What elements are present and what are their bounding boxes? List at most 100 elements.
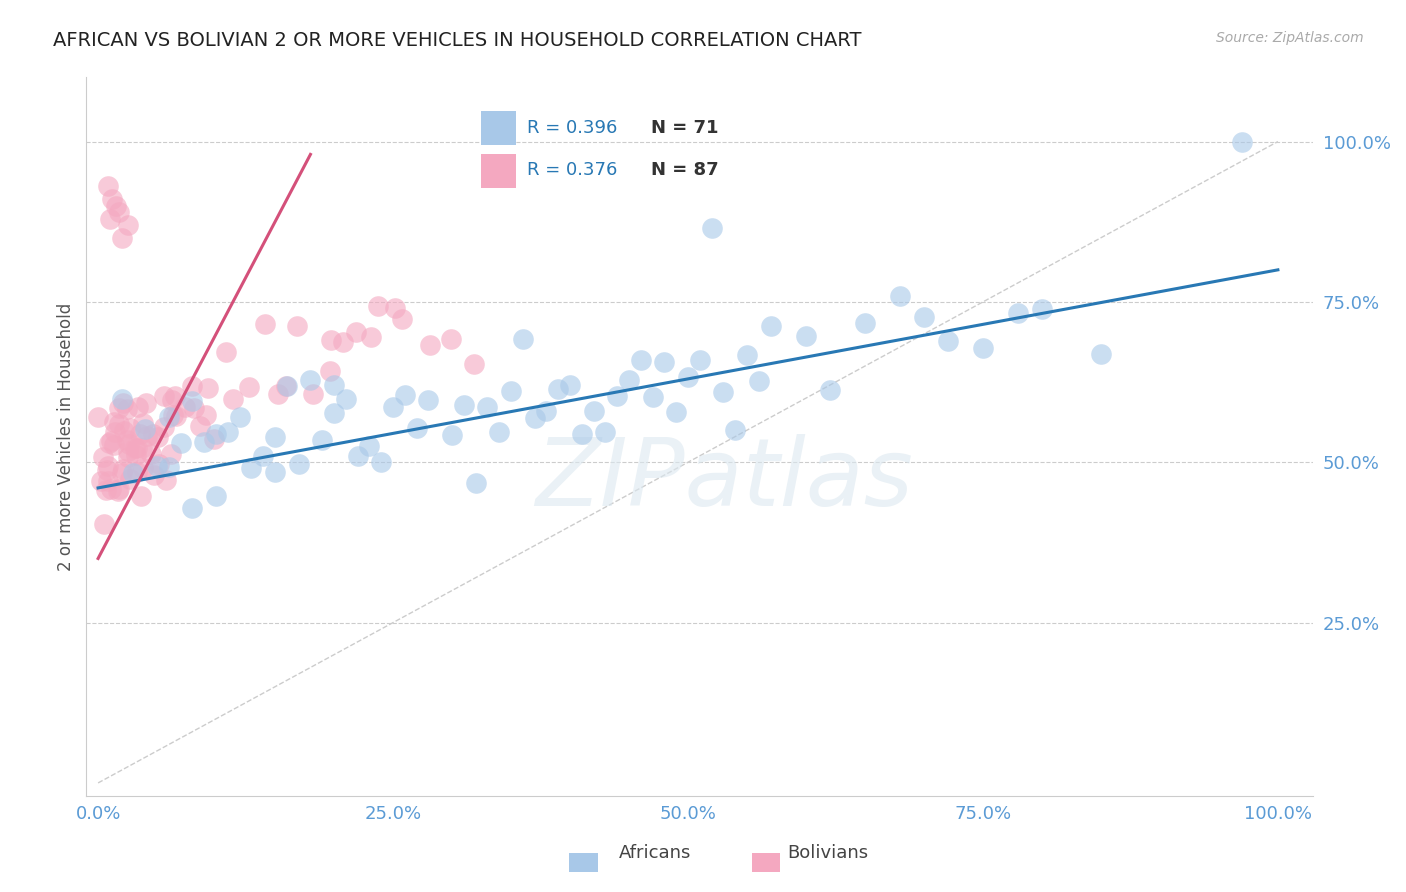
Point xyxy=(440,428,463,442)
Point xyxy=(181,501,204,516)
Point xyxy=(183,401,205,415)
Point xyxy=(111,396,134,410)
Point xyxy=(477,400,499,414)
Point xyxy=(319,333,342,347)
Point xyxy=(108,401,131,416)
Point xyxy=(111,392,134,406)
Point xyxy=(100,434,122,449)
Point xyxy=(276,378,298,392)
Point xyxy=(117,436,139,450)
Point xyxy=(359,439,381,453)
Point xyxy=(146,458,169,473)
Point xyxy=(190,419,212,434)
Point xyxy=(152,389,174,403)
Point xyxy=(125,465,148,479)
Point xyxy=(463,357,485,371)
Text: Source: ZipAtlas.com: Source: ZipAtlas.com xyxy=(1216,31,1364,45)
Point xyxy=(157,410,180,425)
Point xyxy=(676,369,699,384)
Point xyxy=(344,325,367,339)
Point xyxy=(606,389,628,403)
Point xyxy=(96,179,118,194)
Point xyxy=(111,231,134,245)
Point xyxy=(276,379,298,393)
Point xyxy=(582,404,605,418)
Point xyxy=(162,408,184,422)
Point xyxy=(418,392,440,407)
Point xyxy=(301,386,323,401)
Point xyxy=(405,420,427,434)
Point xyxy=(205,489,228,503)
Point xyxy=(853,317,876,331)
Point xyxy=(222,392,245,407)
Point xyxy=(240,460,263,475)
Point xyxy=(97,458,120,473)
Point xyxy=(117,444,139,458)
Point xyxy=(238,380,260,394)
Point xyxy=(735,348,758,362)
Point xyxy=(617,373,640,387)
Point xyxy=(93,516,115,531)
Point xyxy=(318,364,340,378)
Point xyxy=(202,432,225,446)
Text: AFRICAN VS BOLIVIAN 2 OR MORE VEHICLES IN HOUSEHOLD CORRELATION CHART: AFRICAN VS BOLIVIAN 2 OR MORE VEHICLES I… xyxy=(53,31,862,50)
Point xyxy=(724,423,747,437)
Point xyxy=(153,420,176,434)
Point xyxy=(215,344,238,359)
Point xyxy=(464,475,486,490)
Point xyxy=(117,218,139,232)
Point xyxy=(194,408,217,422)
Point xyxy=(174,401,197,415)
Point xyxy=(91,450,114,464)
Point xyxy=(131,461,153,475)
Point xyxy=(748,374,770,388)
Point xyxy=(122,466,145,480)
Point xyxy=(794,329,817,343)
Text: ZIPatlas: ZIPatlas xyxy=(536,434,914,525)
Point xyxy=(323,406,346,420)
Point xyxy=(131,489,153,503)
Point xyxy=(148,457,170,471)
Point xyxy=(630,353,652,368)
Point xyxy=(112,424,135,438)
Point xyxy=(107,417,129,431)
Point xyxy=(127,400,149,414)
Point xyxy=(165,409,187,424)
Point xyxy=(367,299,389,313)
Point xyxy=(108,205,131,219)
Point xyxy=(129,427,152,442)
Point xyxy=(160,447,183,461)
Point xyxy=(267,386,290,401)
Point xyxy=(157,460,180,475)
Point xyxy=(193,435,215,450)
Point xyxy=(127,441,149,455)
Point xyxy=(440,333,463,347)
Point xyxy=(170,436,193,450)
Point xyxy=(142,427,165,442)
Point xyxy=(571,427,593,442)
Point xyxy=(394,387,416,401)
Point xyxy=(115,433,138,447)
Point xyxy=(299,373,322,387)
Point xyxy=(103,415,125,429)
Point xyxy=(488,425,510,439)
Point xyxy=(205,427,228,442)
Point xyxy=(264,465,287,479)
Point xyxy=(101,192,124,206)
Point xyxy=(384,301,406,315)
Point xyxy=(181,393,204,408)
Point xyxy=(135,396,157,410)
Point xyxy=(654,354,676,368)
Point xyxy=(104,199,127,213)
Point xyxy=(131,441,153,455)
Point xyxy=(499,384,522,398)
Point xyxy=(108,483,131,497)
Point xyxy=(1090,347,1112,361)
Point xyxy=(87,410,110,425)
Point xyxy=(1232,135,1254,149)
Point xyxy=(134,422,156,436)
Point xyxy=(360,330,382,344)
Point xyxy=(523,411,546,425)
Point xyxy=(217,425,239,439)
Point xyxy=(759,319,782,334)
